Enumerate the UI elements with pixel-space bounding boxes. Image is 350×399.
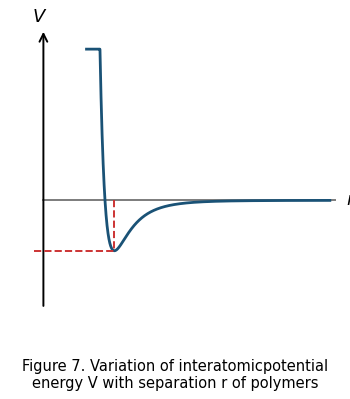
- Text: Figure 7. Variation of interatomicpotential
energy V with separation r of polyme: Figure 7. Variation of interatomicpotent…: [22, 359, 328, 391]
- Text: V: V: [33, 8, 45, 26]
- Text: r: r: [347, 192, 350, 209]
